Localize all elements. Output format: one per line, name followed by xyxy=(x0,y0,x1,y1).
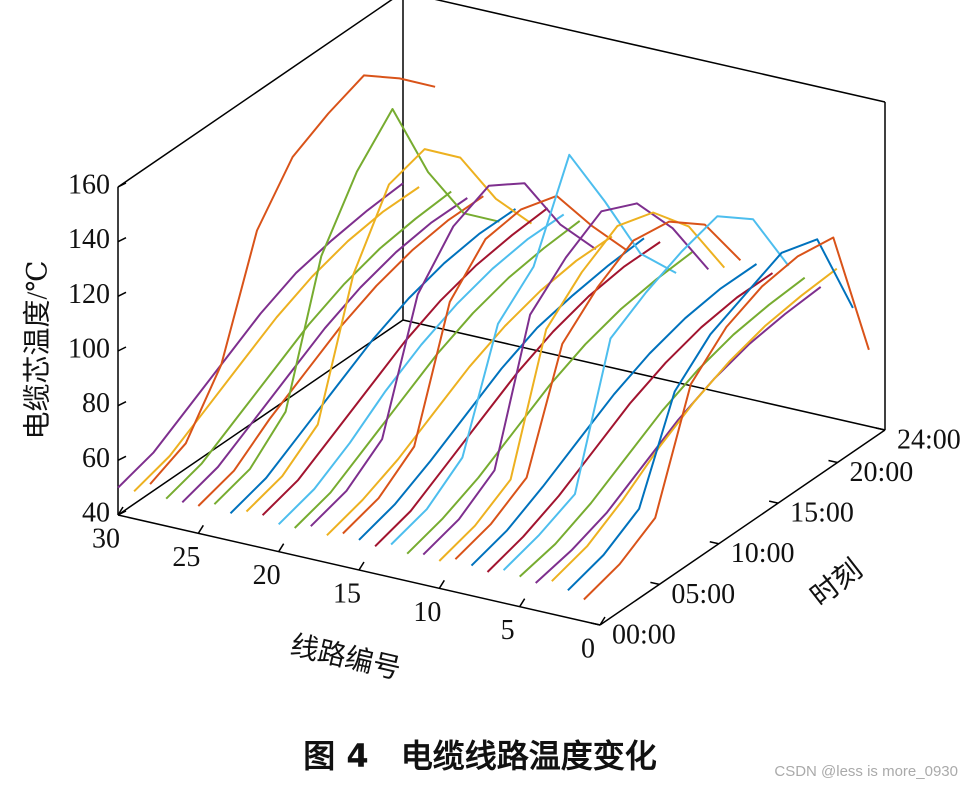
series-line xyxy=(486,272,774,573)
series-line xyxy=(133,186,420,493)
series-line xyxy=(293,220,581,529)
y-tick-label: 30 xyxy=(92,523,120,554)
series-line xyxy=(117,182,404,489)
series-line xyxy=(551,267,838,582)
series-line xyxy=(567,238,854,592)
y-tick-label: 25 xyxy=(172,542,200,573)
tick-mark xyxy=(117,506,124,516)
tick-mark xyxy=(117,510,127,516)
tick-mark xyxy=(650,581,660,586)
tick-mark xyxy=(197,524,204,534)
x-tick-label: 00:00 xyxy=(612,619,676,650)
series-line xyxy=(502,215,790,571)
series-line xyxy=(406,251,693,555)
x-tick-label: 05:00 xyxy=(671,579,735,610)
z-axis-label: 电缆芯温度/℃ xyxy=(21,260,53,439)
tick-mark xyxy=(590,622,601,626)
tick-mark xyxy=(768,500,779,504)
caption: 图 4 电缆线路温度变化 xyxy=(303,737,656,775)
y-tick-label: 15 xyxy=(333,578,361,609)
z-tick-label: 140 xyxy=(68,224,110,255)
y-tick-label: 20 xyxy=(253,560,281,591)
series-line xyxy=(213,108,500,505)
tick-mark xyxy=(599,616,606,626)
series-line xyxy=(261,207,549,516)
series-line xyxy=(374,241,661,548)
box-edge xyxy=(434,0,886,103)
series-line xyxy=(535,286,822,584)
y-tick-label: 0 xyxy=(581,633,595,664)
tick-mark xyxy=(358,561,365,571)
z-tick-label: 160 xyxy=(68,169,110,200)
series-line xyxy=(277,213,565,526)
tick-mark xyxy=(709,541,719,545)
tick-mark xyxy=(519,598,526,608)
tick-mark xyxy=(117,455,127,462)
z-tick-label: 60 xyxy=(82,443,110,474)
x-tick-label: 15:00 xyxy=(790,498,854,529)
tick-mark xyxy=(117,236,127,243)
box-edge xyxy=(402,319,886,431)
series-line xyxy=(454,220,742,560)
x-axis-label: 时刻 xyxy=(804,553,868,613)
series-line xyxy=(358,237,645,541)
x-tick-label: 10:00 xyxy=(731,538,795,569)
series-line xyxy=(149,74,436,485)
series-line xyxy=(342,194,629,535)
plot-area xyxy=(117,0,886,626)
tick-mark xyxy=(875,427,886,431)
watermark: CSDN @less is more_0930 xyxy=(774,763,958,780)
series-line xyxy=(422,202,710,556)
z-tick-label: 80 xyxy=(82,388,110,419)
series-line xyxy=(326,235,613,537)
series-line xyxy=(390,153,677,546)
tick-mark xyxy=(117,291,127,298)
y-axis-label: 线路编号 xyxy=(287,629,403,685)
tick-mark xyxy=(828,459,838,464)
series-line xyxy=(310,182,597,527)
y-tick-label: 5 xyxy=(501,615,515,646)
tick-mark xyxy=(278,543,285,553)
series-line xyxy=(245,148,533,513)
x-tick-label: 20:00 xyxy=(850,457,914,488)
series-line xyxy=(229,208,517,515)
tick-mark xyxy=(438,579,445,589)
tick-mark xyxy=(117,400,127,407)
series-line xyxy=(165,190,452,500)
series-line xyxy=(470,263,758,567)
series-line xyxy=(519,276,806,578)
tick-mark xyxy=(117,182,127,188)
z-tick-label: 40 xyxy=(82,497,110,528)
x-tick-label: 24:00 xyxy=(897,424,961,455)
box-edge xyxy=(117,0,393,188)
tick-mark xyxy=(117,346,127,352)
z-tick-label: 120 xyxy=(68,279,110,310)
series-line xyxy=(583,236,870,601)
y-tick-label: 10 xyxy=(413,597,441,628)
z-tick-label: 100 xyxy=(68,333,110,364)
box-edge xyxy=(117,319,404,516)
series-line xyxy=(181,197,468,504)
